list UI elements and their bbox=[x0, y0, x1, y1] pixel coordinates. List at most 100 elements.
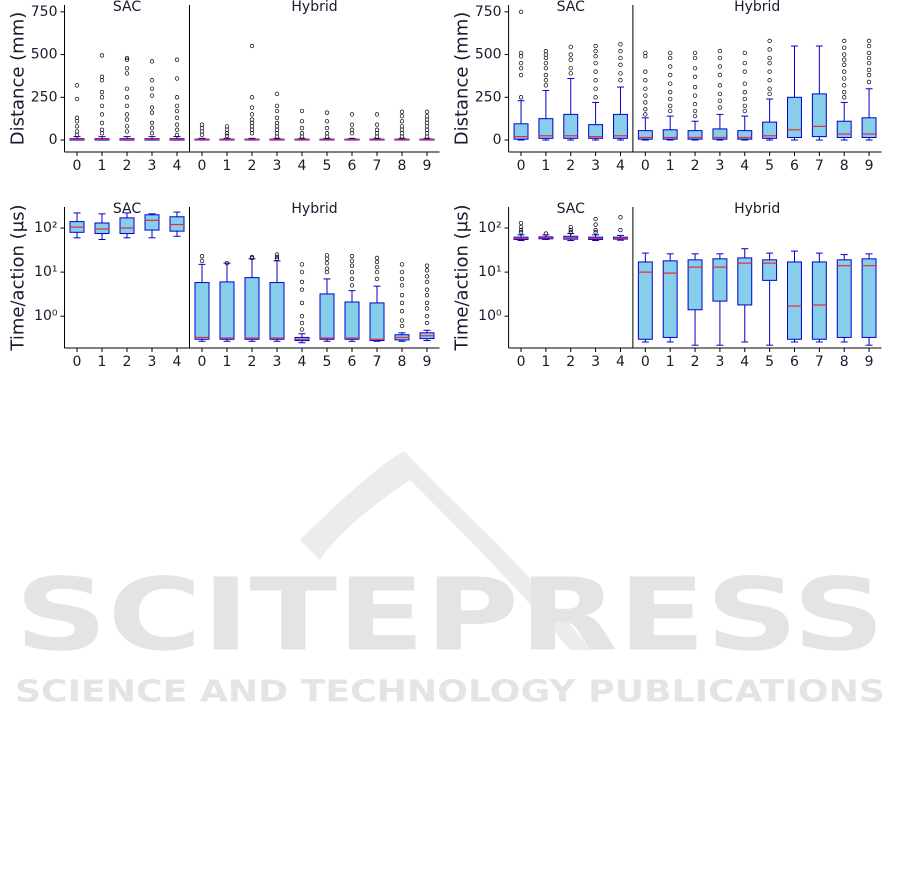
x-tick-label: 8 bbox=[840, 158, 849, 174]
flier bbox=[643, 112, 648, 117]
flier bbox=[568, 224, 573, 230]
flier bbox=[224, 127, 230, 132]
flier bbox=[274, 134, 280, 139]
flier bbox=[866, 67, 872, 73]
flier bbox=[324, 260, 330, 266]
flier bbox=[399, 113, 405, 119]
flier bbox=[866, 43, 872, 49]
flier bbox=[124, 55, 130, 61]
flier bbox=[324, 131, 330, 136]
x-tick-label: 7 bbox=[815, 354, 824, 370]
flier bbox=[249, 255, 255, 261]
flier bbox=[399, 131, 405, 136]
flier bbox=[124, 95, 130, 100]
flier bbox=[249, 43, 255, 49]
flier bbox=[543, 55, 549, 61]
y-axis-label: Distance (mm) bbox=[452, 12, 473, 146]
flier bbox=[424, 320, 430, 326]
box bbox=[637, 261, 653, 340]
box bbox=[194, 282, 210, 340]
box bbox=[94, 222, 110, 235]
flier bbox=[424, 134, 430, 139]
flier bbox=[618, 49, 623, 54]
flier bbox=[742, 108, 747, 114]
y-tick-label: 10² bbox=[34, 220, 57, 236]
flier bbox=[424, 131, 430, 136]
flier bbox=[668, 64, 673, 69]
x-tick-label: 4 bbox=[298, 158, 307, 174]
flier bbox=[866, 38, 872, 44]
flier bbox=[374, 134, 380, 139]
flier bbox=[349, 131, 355, 136]
flier bbox=[399, 283, 405, 288]
flier bbox=[99, 74, 105, 79]
flier bbox=[274, 120, 280, 126]
x-tick-label: 0 bbox=[641, 354, 650, 370]
flier bbox=[174, 103, 180, 108]
x-tick-label: 5 bbox=[765, 158, 774, 174]
flier bbox=[668, 103, 673, 108]
flier bbox=[274, 127, 280, 132]
flier bbox=[518, 95, 524, 100]
box bbox=[588, 124, 604, 139]
flier bbox=[518, 72, 524, 78]
box bbox=[861, 258, 877, 338]
flier bbox=[199, 132, 205, 138]
flier bbox=[668, 108, 673, 114]
flier bbox=[174, 95, 180, 100]
flier bbox=[399, 119, 405, 124]
flier bbox=[324, 266, 330, 271]
flier bbox=[767, 55, 772, 61]
flier bbox=[717, 49, 723, 54]
flier bbox=[568, 44, 573, 50]
flier bbox=[692, 108, 698, 114]
flier bbox=[374, 131, 380, 136]
box bbox=[513, 123, 529, 140]
flier bbox=[424, 124, 430, 129]
flier bbox=[199, 125, 205, 131]
flier bbox=[618, 215, 623, 220]
flier bbox=[274, 91, 280, 97]
box bbox=[687, 259, 703, 311]
flier bbox=[349, 258, 355, 264]
flier bbox=[424, 300, 430, 306]
flier bbox=[692, 55, 698, 61]
flier bbox=[518, 224, 524, 230]
group-label: Hybrid bbox=[734, 201, 780, 217]
flier bbox=[249, 117, 255, 122]
x-tick-label: 3 bbox=[591, 354, 600, 370]
x-tick-label: 4 bbox=[173, 158, 182, 174]
flier bbox=[692, 101, 698, 107]
flier bbox=[324, 119, 330, 124]
flier bbox=[424, 279, 430, 285]
flier bbox=[324, 125, 330, 131]
box bbox=[269, 282, 285, 340]
flier bbox=[349, 112, 355, 117]
x-tick-label: 2 bbox=[248, 354, 257, 370]
x-tick-label: 4 bbox=[740, 354, 749, 370]
flier bbox=[767, 47, 772, 52]
flier bbox=[374, 264, 380, 270]
flier bbox=[324, 134, 330, 139]
x-tick-label: 9 bbox=[865, 354, 874, 370]
flier bbox=[866, 60, 872, 66]
flier bbox=[842, 57, 847, 62]
flier bbox=[543, 78, 549, 83]
x-tick-label: 2 bbox=[566, 158, 575, 174]
box bbox=[613, 113, 628, 139]
flier bbox=[424, 263, 430, 268]
flier bbox=[349, 254, 355, 259]
flier bbox=[274, 103, 280, 108]
y-tick-label: 0 bbox=[49, 132, 58, 148]
flier bbox=[742, 50, 747, 56]
flier bbox=[174, 127, 180, 132]
flier bbox=[643, 100, 648, 105]
flier bbox=[174, 122, 180, 127]
flier bbox=[568, 57, 573, 62]
flier bbox=[124, 112, 130, 117]
flier bbox=[349, 122, 355, 127]
flier bbox=[717, 55, 723, 61]
flier bbox=[399, 127, 405, 132]
flier bbox=[593, 86, 598, 91]
